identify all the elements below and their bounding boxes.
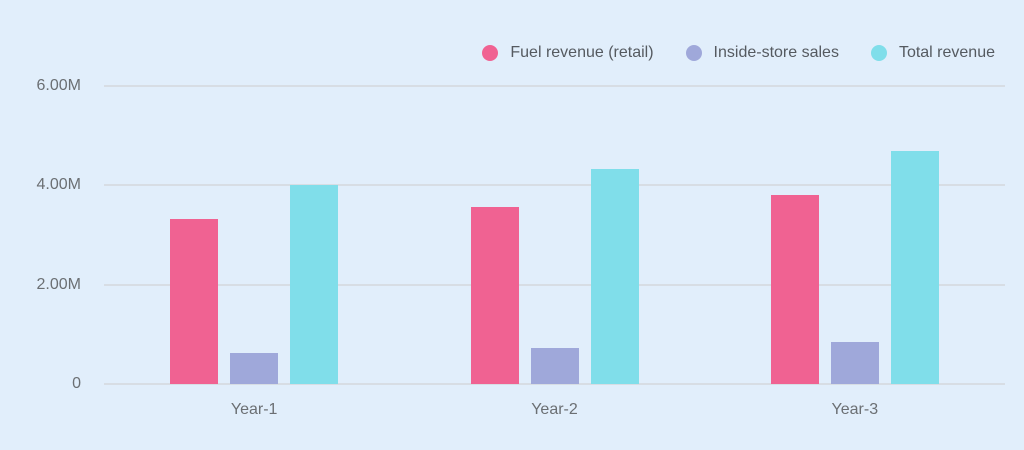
gridline xyxy=(104,85,1005,87)
legend-marker-icon xyxy=(685,45,702,61)
legend-marker-icon xyxy=(482,45,499,61)
legend-label: Inside-store sales xyxy=(713,44,839,61)
legend-item-inside-store-sales[interactable]: Inside-store sales xyxy=(685,44,839,62)
bar-inside-store-sales-year-2[interactable] xyxy=(530,347,579,384)
bar-total-revenue-year-2[interactable] xyxy=(590,168,639,384)
bar-inside-store-sales-year-3[interactable] xyxy=(830,342,879,384)
bar-fuel-revenue-retail-year-3[interactable] xyxy=(770,195,819,384)
bar-inside-store-sales-year-1[interactable] xyxy=(230,353,279,384)
bar-total-revenue-year-1[interactable] xyxy=(290,185,339,384)
y-tick-label: 4.00M xyxy=(36,176,81,194)
legend-item-fuel-revenue[interactable]: Fuel revenue (retail) xyxy=(482,44,654,62)
gridline xyxy=(104,383,1005,385)
x-tick-label: Year-1 xyxy=(230,401,278,418)
x-tick-label: Year-3 xyxy=(831,401,879,418)
gridline xyxy=(104,283,1005,286)
chart-legend: Fuel revenue (retail) Inside-store sales… xyxy=(450,40,995,66)
legend-label: Total revenue xyxy=(898,44,995,61)
legend-marker-icon xyxy=(870,45,887,61)
legend-label: Fuel revenue (retail) xyxy=(510,44,654,61)
y-tick-label: 6.00M xyxy=(36,77,81,94)
y-tick-label: 2.00M xyxy=(36,275,81,293)
x-tick-label: Year-2 xyxy=(531,401,578,418)
gridline xyxy=(104,184,1005,187)
bar-total-revenue-year-3[interactable] xyxy=(890,150,939,384)
legend-item-total-revenue[interactable]: Total revenue xyxy=(870,44,995,62)
bar-fuel-revenue-retail-year-1[interactable] xyxy=(170,218,219,384)
y-tick-label: 0 xyxy=(72,375,81,392)
bar-fuel-revenue-retail-year-2[interactable] xyxy=(470,207,519,384)
